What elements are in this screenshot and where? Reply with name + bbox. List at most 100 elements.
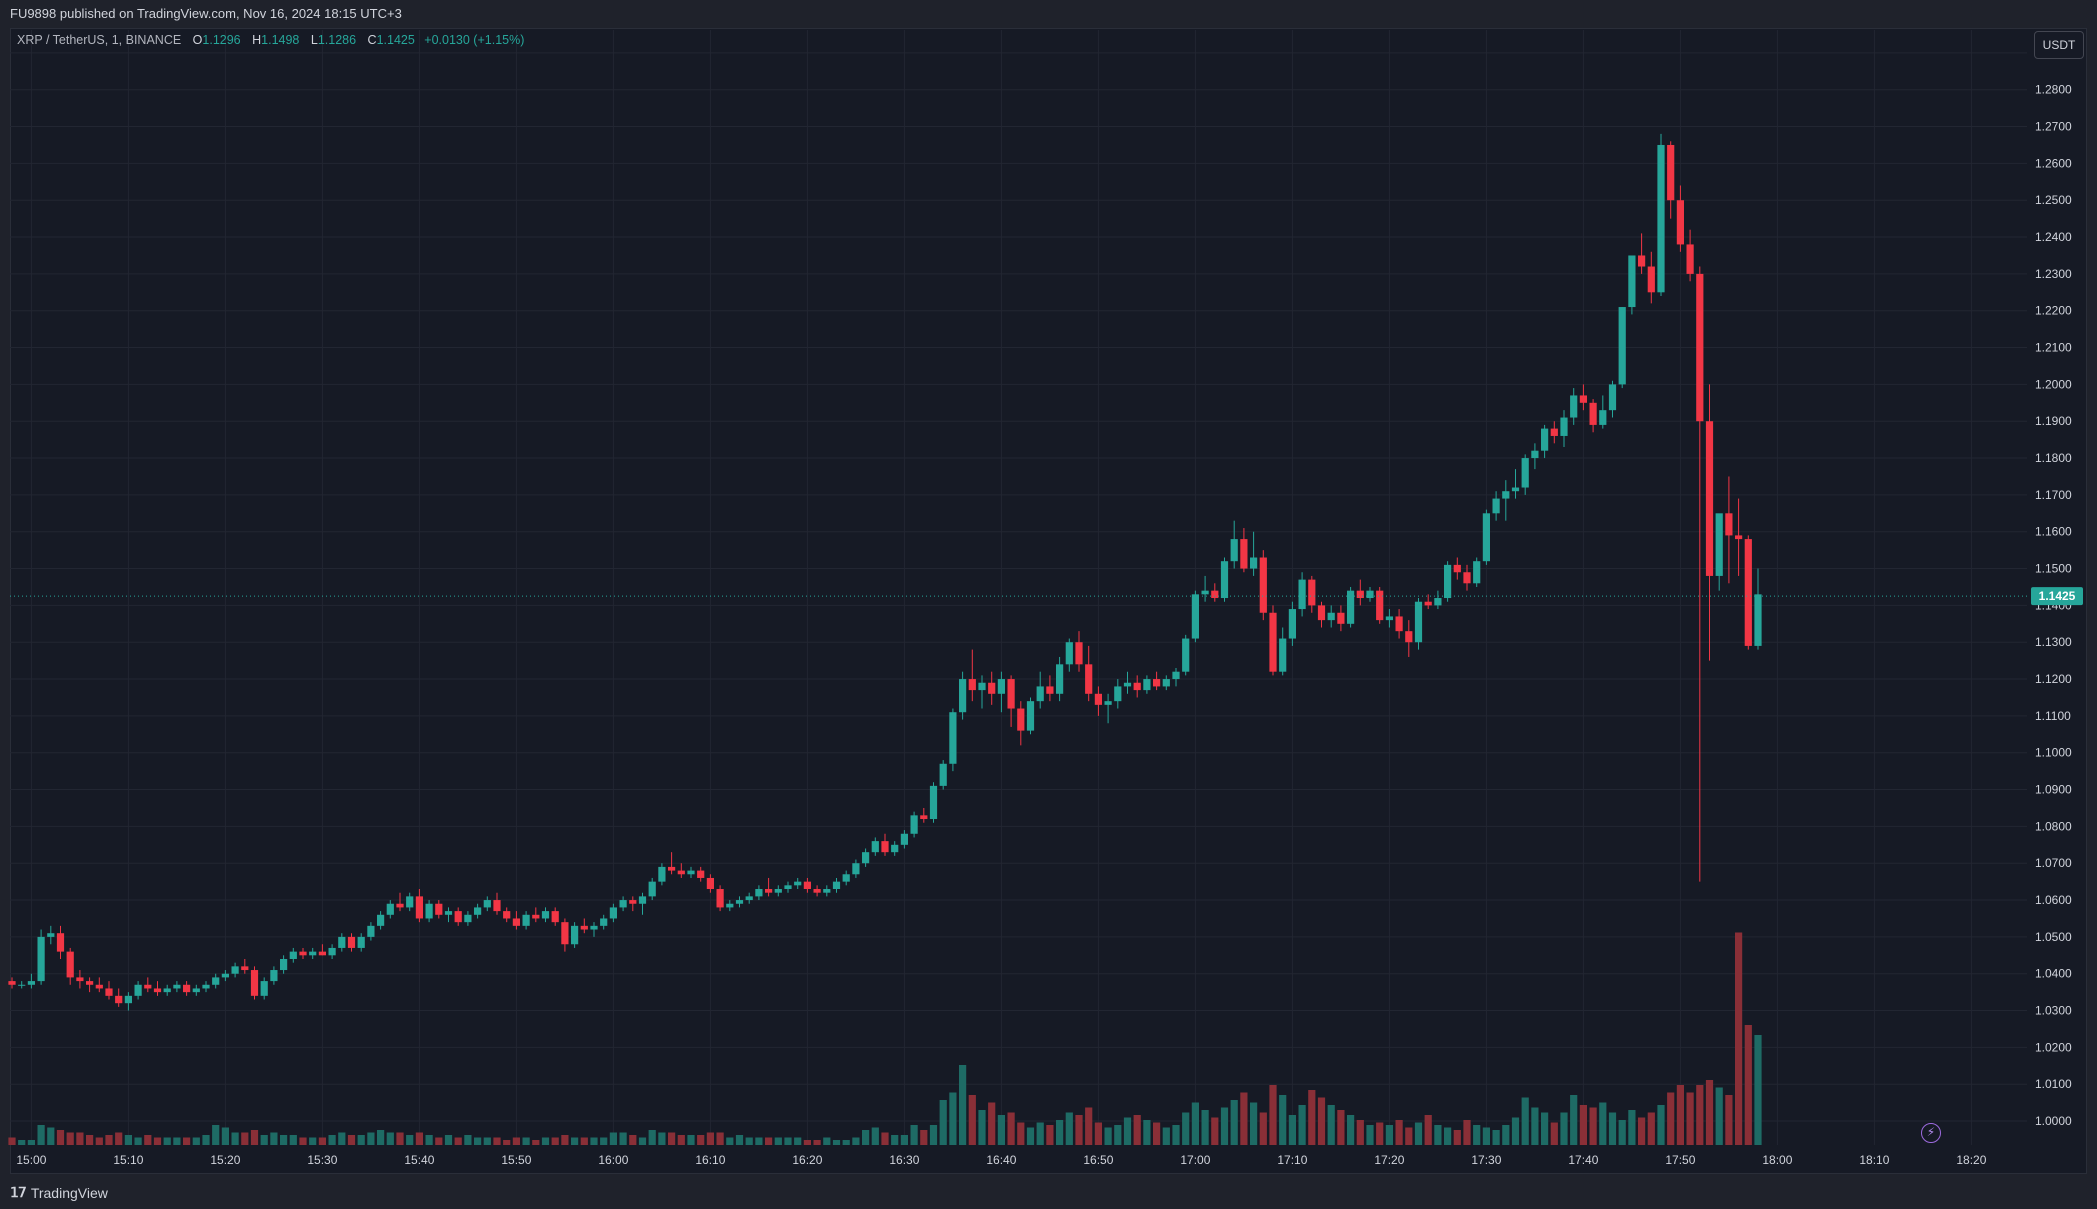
volume-bar bbox=[56, 1130, 65, 1145]
candle-body bbox=[367, 925, 375, 937]
volume-bar bbox=[464, 1135, 472, 1145]
candle-body bbox=[794, 881, 802, 886]
candle-body bbox=[338, 936, 346, 948]
y-tick-label: 1.1800 bbox=[2035, 451, 2072, 465]
y-tick-label: 1.2800 bbox=[2035, 83, 2072, 97]
candle-body bbox=[1046, 686, 1054, 694]
volume-bar bbox=[648, 1130, 656, 1145]
candle-body bbox=[1395, 616, 1403, 632]
volume-bar bbox=[920, 1130, 928, 1145]
candle-body bbox=[1288, 609, 1296, 639]
currency-button[interactable]: USDT bbox=[2034, 31, 2084, 59]
volume-bar bbox=[1240, 1092, 1248, 1145]
volume-bar bbox=[1579, 1105, 1587, 1145]
volume-bar bbox=[862, 1130, 870, 1145]
volume-bar bbox=[929, 1125, 938, 1145]
candle-body bbox=[862, 852, 870, 864]
volume-bar bbox=[1327, 1105, 1335, 1145]
volume-bar bbox=[153, 1137, 162, 1145]
legend-symbol[interactable]: XRP / TetherUS, 1, BINANCE bbox=[17, 33, 182, 47]
volume-bar bbox=[1492, 1130, 1500, 1145]
candle-body bbox=[1579, 395, 1587, 403]
volume-bar bbox=[1317, 1097, 1326, 1145]
candle-body bbox=[1220, 561, 1229, 599]
y-tick-label: 1.0300 bbox=[2035, 1004, 2072, 1018]
y-tick-label: 1.2100 bbox=[2035, 341, 2072, 355]
volume-bar bbox=[1250, 1102, 1258, 1145]
candle-body bbox=[503, 911, 511, 919]
candle-body bbox=[1424, 601, 1432, 606]
volume-bar bbox=[842, 1140, 850, 1145]
volume-bar bbox=[697, 1135, 705, 1145]
tradingview-brand[interactable]: 𝟣𝟩 TradingView bbox=[10, 1184, 108, 1201]
candle-body bbox=[668, 866, 676, 871]
x-tick-label: 17:10 bbox=[1277, 1153, 1307, 1167]
volume-bar bbox=[503, 1140, 511, 1145]
volume-bar bbox=[706, 1132, 714, 1145]
legend-low-label: L bbox=[310, 33, 318, 47]
candle-body bbox=[629, 900, 637, 904]
candle-body bbox=[221, 973, 229, 978]
candle-body bbox=[37, 936, 45, 982]
candle-body bbox=[920, 815, 928, 820]
candle-body bbox=[1453, 564, 1461, 573]
volume-bar bbox=[823, 1137, 831, 1145]
y-tick-label: 1.1100 bbox=[2035, 709, 2071, 723]
y-tick-label: 1.1600 bbox=[2035, 525, 2072, 539]
volume-bar bbox=[1017, 1122, 1025, 1145]
y-tick-label: 1.2500 bbox=[2035, 193, 2072, 207]
volume-bar bbox=[1647, 1112, 1655, 1145]
volume-bar bbox=[1366, 1125, 1374, 1145]
candle-body bbox=[745, 896, 753, 901]
candle-body bbox=[784, 885, 792, 890]
volume-bar bbox=[1085, 1107, 1093, 1145]
candle-body bbox=[493, 900, 501, 912]
volume-bar bbox=[1667, 1092, 1675, 1145]
candle-body bbox=[891, 844, 899, 853]
volume-bar bbox=[347, 1135, 356, 1145]
candle-body bbox=[1211, 590, 1219, 599]
volume-bar bbox=[367, 1132, 375, 1145]
lightning-icon[interactable]: ⚡ bbox=[1921, 1123, 1941, 1143]
volume-bar bbox=[1123, 1117, 1132, 1145]
volume-bar bbox=[881, 1132, 889, 1145]
volume-bar bbox=[1220, 1107, 1229, 1145]
volume-bar bbox=[483, 1137, 491, 1145]
candle-body bbox=[318, 951, 326, 956]
candle-body bbox=[1560, 417, 1568, 436]
volume-bar bbox=[1114, 1125, 1122, 1145]
candle-body bbox=[590, 925, 598, 930]
volume-bar bbox=[454, 1137, 462, 1145]
volume-bar bbox=[231, 1132, 239, 1145]
candle-body bbox=[1026, 701, 1035, 731]
volume-bar bbox=[202, 1135, 210, 1145]
candle-body bbox=[1589, 402, 1597, 425]
y-tick-label: 1.1200 bbox=[2035, 672, 2072, 686]
candle-body bbox=[377, 914, 385, 926]
candle-body bbox=[241, 966, 249, 971]
candle-body bbox=[813, 889, 821, 893]
volume-bar bbox=[1211, 1117, 1219, 1145]
candle-body bbox=[1250, 557, 1258, 569]
volume-bar bbox=[629, 1135, 637, 1145]
last-price-tag bbox=[2031, 587, 2083, 606]
y-tick-label: 1.0800 bbox=[2035, 819, 2072, 833]
volume-bar bbox=[532, 1140, 540, 1145]
candle-body bbox=[18, 984, 26, 986]
candle-body bbox=[357, 936, 365, 948]
bottom-bar: 𝟣𝟩 TradingView bbox=[0, 1174, 2097, 1209]
volume-bar bbox=[1298, 1105, 1306, 1145]
candle-body bbox=[755, 889, 763, 897]
volume-bar bbox=[765, 1137, 773, 1145]
candle-body bbox=[144, 984, 152, 989]
y-tick-label: 1.0100 bbox=[2035, 1077, 2072, 1091]
volume-bar bbox=[95, 1137, 103, 1145]
candle-body bbox=[910, 815, 918, 834]
legend-high-value: 1.1498 bbox=[261, 33, 300, 47]
candle-body bbox=[95, 984, 103, 989]
x-tick-label: 18:10 bbox=[1859, 1153, 1889, 1167]
candle-body bbox=[1162, 679, 1170, 687]
volume-bar bbox=[988, 1102, 996, 1145]
volume-bar bbox=[163, 1137, 171, 1145]
